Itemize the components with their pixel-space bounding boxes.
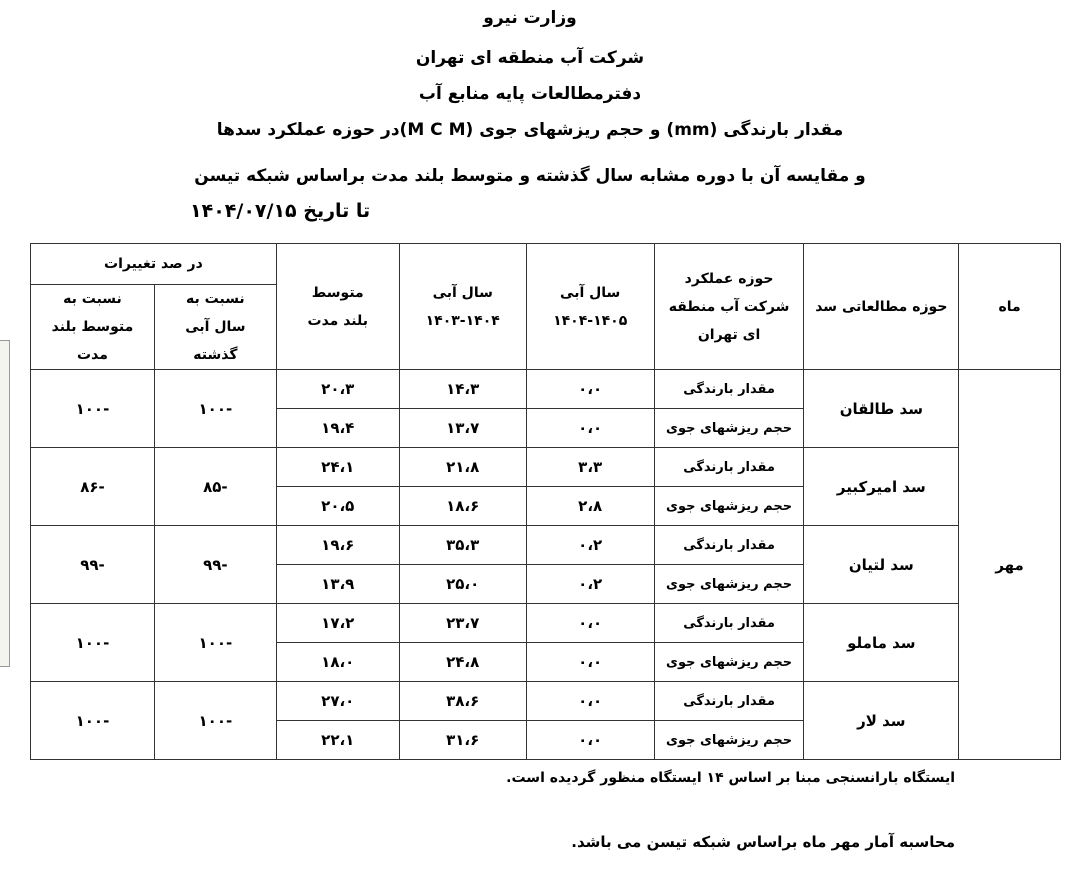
value-1403-1404: ۳۵،۳	[398, 525, 527, 565]
report-title-1: مقدار بارندگی (mm) و حجم ریزشهای جوی (M …	[216, 120, 844, 140]
parameter-label: مقدار بارندگی	[653, 603, 805, 643]
value-1403-1404: ۲۳،۷	[398, 603, 527, 643]
value-1403-1404: ۲۵،۰	[398, 564, 527, 604]
value-1403-1404: ۲۱،۸	[398, 447, 527, 487]
ministry-title: وزارت نیرو	[483, 8, 577, 28]
company-title: شرکت آب منطقه ای تهران	[415, 48, 645, 68]
value-1403-1404: ۳۸،۶	[398, 681, 527, 721]
report-date: تا تاریخ ۱۴۰۴/۰۷/۱۵	[190, 200, 371, 222]
value-long-term-avg: ۱۹،۴	[275, 408, 400, 448]
header-vs-long-term: نسبت به متوسط بلند مدت	[30, 284, 155, 370]
value-1404-1405: ۰،۰	[525, 369, 655, 409]
table-row: سد لار مقدار بارندگی ۰،۰ ۳۸،۶ ۲۷،۰ -۱۰۰ -۱۰۰	[30, 681, 1061, 760]
table-row: سد لتیان مقدار بارندگی ۰،۲ ۳۵،۳ ۱۹،۶ -۹۹ -۹۹	[30, 525, 1061, 604]
value-1404-1405: ۰،۲	[525, 525, 655, 565]
parameter-label: حجم ریزشهای جوی	[653, 642, 805, 682]
value-long-term-avg: ۲۰،۳	[275, 369, 400, 409]
parameter-label: مقدار بارندگی	[653, 681, 805, 721]
table-row: حجم ریزشهای جوی ۰،۰ ۲۴،۸ ۱۸،۰	[31, 642, 1061, 682]
change-vs-last-year: -۱۰۰	[153, 603, 277, 682]
value-1403-1404: ۱۴،۳	[398, 369, 527, 409]
value-long-term-avg: ۲۴،۱	[275, 447, 400, 487]
change-vs-long-term: -۱۰۰	[30, 603, 155, 682]
table-row: حجم ریزشهای جوی ۰،۰ ۱۳،۷ ۱۹،۴	[31, 408, 1061, 448]
value-1404-1405: ۰،۰	[525, 603, 655, 643]
value-1404-1405: ۰،۰	[525, 408, 655, 448]
table-row: سد ماملو مقدار بارندگی ۰،۰ ۲۳،۷ ۱۷،۲ -۱۰۰ -۱۰۰	[30, 603, 1061, 682]
parameter-label: مقدار بارندگی	[653, 369, 805, 409]
header-percent-change: در صد تغییرات	[30, 243, 277, 285]
value-1404-1405: ۲،۸	[525, 486, 655, 526]
parameter-label: حجم ریزشهای جوی	[653, 720, 805, 760]
table-row: حجم ریزشهای جوی ۲،۸ ۱۸،۶ ۲۰،۵	[31, 486, 1061, 526]
value-1403-1404: ۱۳،۷	[398, 408, 527, 448]
office-title: دفترمطالعات پایه منابع آب	[418, 84, 642, 104]
value-long-term-avg: ۲۲،۱	[275, 720, 400, 760]
value-long-term-avg: ۲۰،۵	[275, 486, 400, 526]
value-long-term-avg: ۱۹،۶	[275, 525, 400, 565]
value-1404-1405: ۰،۰	[525, 720, 655, 760]
parameter-label: حجم ریزشهای جوی	[653, 408, 805, 448]
table-row: حجم ریزشهای جوی ۰،۲ ۲۵،۰ ۱۳،۹	[31, 564, 1061, 604]
change-vs-long-term: -۱۰۰	[30, 681, 155, 760]
change-vs-long-term: -۸۶	[30, 447, 155, 526]
header-vs-last-year: نسبت به سال آبی گذشته	[153, 284, 277, 370]
dam-name: سد لار	[803, 681, 960, 760]
parameter-label: مقدار بارندگی	[653, 447, 805, 487]
value-long-term-avg: ۱۳،۹	[275, 564, 400, 604]
dam-name: سد لتیان	[803, 525, 960, 604]
header-dam: حوزه مطالعاتی سد	[803, 243, 960, 370]
parameter-label: حجم ریزشهای جوی	[653, 486, 805, 526]
value-1404-1405: ۰،۰	[525, 642, 655, 682]
report-title-2: و مقایسه آن با دوره مشابه سال گذشته و مت…	[194, 166, 866, 186]
value-1403-1404: ۲۴،۸	[398, 642, 527, 682]
value-1403-1404: ۱۸،۶	[398, 486, 527, 526]
side-panel-edge	[0, 340, 10, 667]
header-year-1405: سال آبی ۱۴۰۵-۱۴۰۴	[525, 243, 655, 370]
change-vs-last-year: -۸۵	[153, 447, 277, 526]
header-area: حوزه عملکرد شرکت آب منطقه ای تهران	[653, 243, 805, 370]
value-long-term-avg: ۱۸،۰	[275, 642, 400, 682]
dam-name: سد امیرکبیر	[803, 447, 960, 526]
footnote-stations: ایستگاه بارانسنجی مبنا بر اساس ۱۴ ایستگا…	[506, 770, 955, 786]
dam-name: سد طالقان	[803, 369, 960, 448]
footnote-method: محاسبه آمار مهر ماه براساس شبکه تیسن می …	[571, 833, 955, 851]
value-long-term-avg: ۱۷،۲	[275, 603, 400, 643]
change-vs-last-year: -۱۰۰	[153, 369, 277, 448]
header-long-term-avg: متوسط بلند مدت	[275, 243, 400, 370]
change-vs-long-term: -۹۹	[30, 525, 155, 604]
change-vs-last-year: -۹۹	[153, 525, 277, 604]
parameter-label: مقدار بارندگی	[653, 525, 805, 565]
parameter-label: حجم ریزشهای جوی	[653, 564, 805, 604]
value-1404-1405: ۳،۳	[525, 447, 655, 487]
header-year-1404: سال آبی ۱۴۰۴-۱۴۰۳	[398, 243, 527, 370]
month-cell: مهر	[958, 369, 1061, 760]
dam-name: سد ماملو	[803, 603, 960, 682]
value-1403-1404: ۳۱،۶	[398, 720, 527, 760]
table-row: مهر سد طالقان مقدار بارندگی ۰،۰ ۱۴،۳ ۲۰،۳ -۱۰۰…	[30, 369, 1061, 760]
table-row: حجم ریزشهای جوی ۰،۰ ۳۱،۶ ۲۲،۱	[31, 720, 1061, 760]
value-long-term-avg: ۲۷،۰	[275, 681, 400, 721]
change-vs-last-year: -۱۰۰	[153, 681, 277, 760]
change-vs-long-term: -۱۰۰	[30, 369, 155, 448]
table-row: سد امیرکبیر مقدار بارندگی ۳،۳ ۲۱،۸ ۲۴،۱ -۸۵ -۸…	[30, 447, 1061, 526]
value-1404-1405: ۰،۰	[525, 681, 655, 721]
header-month: ماه	[958, 243, 1061, 370]
value-1404-1405: ۰،۲	[525, 564, 655, 604]
rainfall-table: ماه حوزه مطالعاتی سد حوزه عملکرد شرکت آب…	[30, 243, 1061, 760]
